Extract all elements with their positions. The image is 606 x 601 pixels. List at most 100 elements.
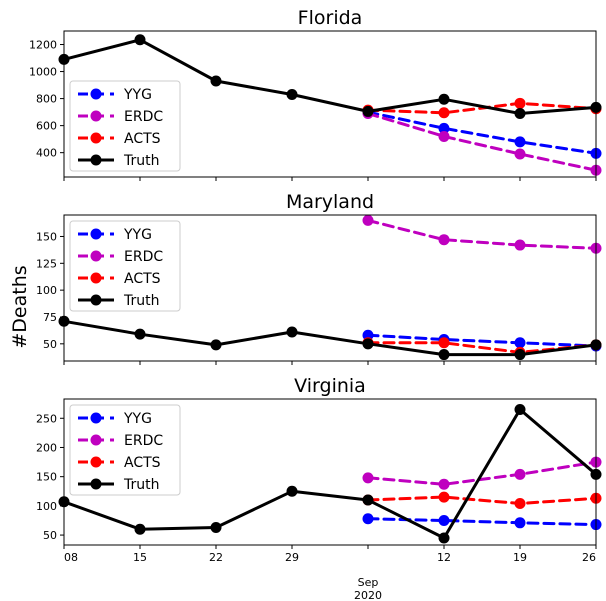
legend-marker [90, 412, 102, 424]
data-point [514, 239, 526, 251]
y-tick-label: 50 [43, 338, 57, 351]
data-point [438, 532, 450, 544]
data-point [286, 485, 298, 497]
legend-marker [90, 88, 102, 100]
legend-label: ERDC [124, 249, 163, 265]
data-point [514, 498, 526, 510]
data-point [286, 89, 298, 101]
legend: YYG ERDC ACTS Truth [69, 80, 181, 172]
x-tick-label: 22 [209, 551, 223, 564]
legend-item-erdc: ERDC [78, 249, 163, 265]
series-line [62, 38, 598, 115]
legend-label: Truth [123, 153, 160, 169]
legend-label: ERDC [124, 433, 163, 449]
data-point [514, 107, 526, 119]
legend-marker [90, 154, 102, 166]
plot-frame [63, 398, 597, 546]
legend-item-yyg: YYG [78, 227, 152, 243]
data-point [362, 329, 374, 341]
legend-marker [90, 456, 102, 468]
legend: YYG ERDC ACTS Truth [69, 220, 181, 312]
data-point [438, 337, 450, 349]
legend-label: YYG [123, 227, 152, 243]
legend-marker [90, 272, 102, 284]
data-point [438, 491, 450, 503]
y-axis-label: #Deaths [9, 265, 31, 348]
legend-box [69, 404, 181, 496]
data-point [286, 326, 298, 338]
legend-label: Truth [123, 293, 160, 309]
x-tick-label: 08 [64, 551, 78, 564]
legend-marker [90, 294, 102, 306]
y-tick-label: 150 [36, 471, 57, 484]
series-line [62, 319, 598, 357]
data-point [362, 105, 374, 117]
panels: Florida 400 600 800 1000 1200 YYG ERDC ACTS Truth… [29, 7, 602, 601]
series-line [366, 460, 598, 486]
series-truth [58, 315, 602, 361]
legend-item-truth: Truth [78, 477, 160, 493]
series-line [366, 101, 598, 115]
y-tick-label: 75 [43, 311, 57, 324]
series-truth [58, 404, 602, 544]
legend-item-yyg: YYG [78, 411, 152, 427]
panel-title: Virginia [294, 375, 366, 397]
legend-item-acts: ACTS [78, 455, 161, 471]
data-point [210, 521, 222, 533]
data-point [514, 97, 526, 109]
x-tick-label: 15 [133, 551, 147, 564]
series-line [366, 112, 598, 172]
series-line [366, 495, 598, 505]
legend-item-erdc: ERDC [78, 109, 163, 125]
data-point [438, 122, 450, 134]
y-tick-label: 50 [43, 529, 57, 542]
y-tick-label: 150 [36, 230, 57, 243]
y-tick-label: 200 [36, 441, 57, 454]
data-point [362, 513, 374, 525]
series-acts [362, 491, 602, 510]
legend-label: ACTS [124, 131, 161, 147]
data-point [438, 349, 450, 361]
series-line [62, 408, 598, 540]
y-tick-label: 400 [36, 147, 57, 160]
data-point [438, 93, 450, 105]
legend-item-acts: ACTS [78, 271, 161, 287]
data-point [210, 75, 222, 87]
y-tick-label: 100 [36, 500, 57, 513]
x-tick-label: 12 [437, 551, 451, 564]
data-point [362, 494, 374, 506]
legend-label: YYG [123, 87, 152, 103]
legend-label: Truth [123, 477, 160, 493]
data-point [438, 478, 450, 490]
data-point [362, 338, 374, 350]
data-point [514, 468, 526, 480]
legend-label: YYG [123, 411, 152, 427]
legend-marker [90, 110, 102, 122]
series-erdc [362, 456, 602, 490]
x-tick-label: 29 [285, 551, 299, 564]
legend-marker [90, 478, 102, 490]
series-line [366, 218, 598, 250]
data-point [514, 148, 526, 160]
data-point [514, 517, 526, 529]
y-tick-label: 1200 [29, 39, 57, 52]
legend-marker [90, 250, 102, 262]
data-point [438, 234, 450, 246]
data-point [438, 130, 450, 142]
y-tick-label: 800 [36, 93, 57, 106]
series-erdc [362, 107, 602, 176]
data-point [438, 107, 450, 119]
legend-label: ERDC [124, 109, 163, 125]
y-tick-label: 250 [36, 412, 57, 425]
series-erdc [362, 214, 602, 254]
legend-label: ACTS [124, 455, 161, 471]
legend-marker [90, 434, 102, 446]
legend-item-yyg: YYG [78, 87, 152, 103]
legend-label: ACTS [124, 271, 161, 287]
data-point [210, 339, 222, 351]
y-tick-label: 600 [36, 120, 57, 133]
legend: YYG ERDC ACTS Truth [69, 404, 181, 496]
data-point [514, 337, 526, 349]
legend-item-truth: Truth [78, 293, 160, 309]
legend-item-acts: ACTS [78, 131, 161, 147]
